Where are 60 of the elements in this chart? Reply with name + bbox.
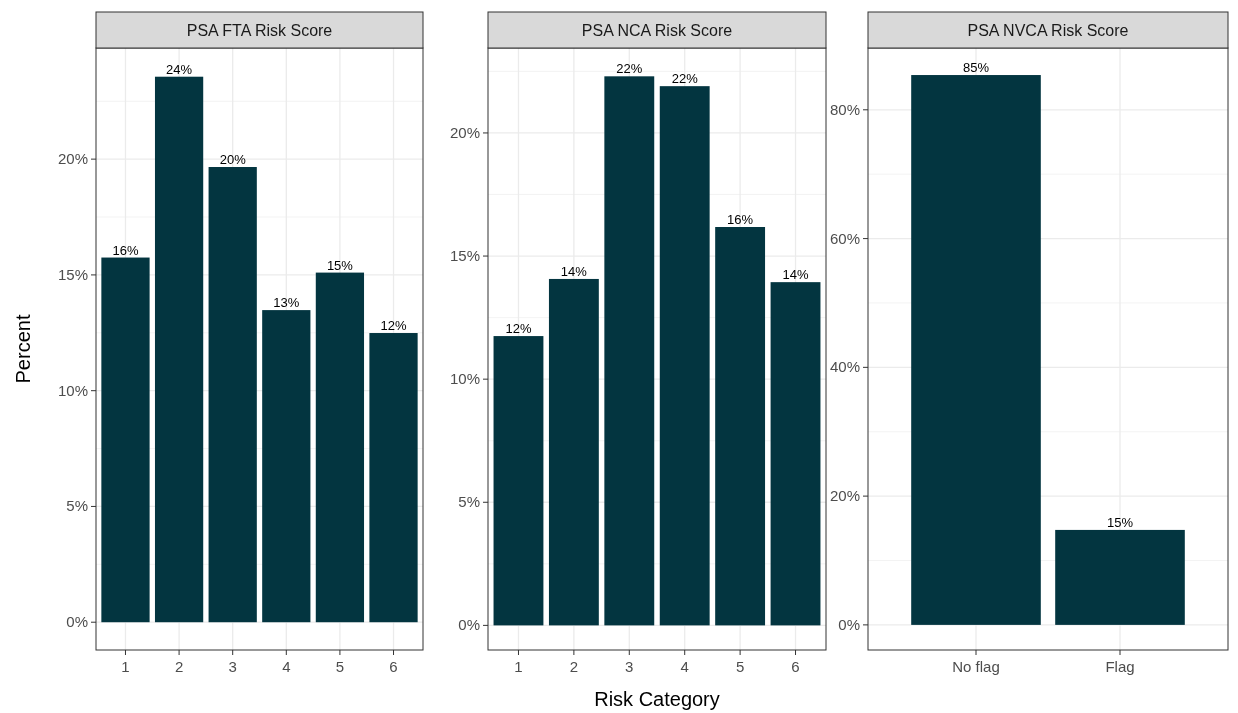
chart-title: PSA FTA Risk Score (186, 22, 333, 39)
bar (770, 282, 821, 626)
x-axis-title: Risk Category (594, 688, 720, 710)
bar (369, 333, 418, 623)
x-tick-label: 2 (569, 658, 579, 675)
bar (315, 272, 365, 623)
x-tick-label: 4 (282, 658, 291, 675)
bar (101, 257, 150, 623)
y-tick-label: 40% (829, 358, 860, 376)
bar (548, 278, 599, 626)
bar (154, 76, 204, 623)
x-tick-label: 5 (735, 658, 745, 675)
x-tick-label: 4 (680, 658, 689, 675)
x-tick-label: 6 (389, 658, 398, 675)
data-label: 15% (326, 257, 354, 273)
bar (659, 86, 710, 626)
y-tick-label: 5% (66, 497, 88, 515)
y-tick-label: 5% (458, 493, 480, 511)
y-tick-label: 80% (829, 100, 860, 118)
data-label: 15% (1106, 514, 1134, 530)
bar (715, 227, 766, 626)
data-label: 12% (505, 321, 532, 337)
data-label: 22% (671, 71, 699, 87)
data-label: 24% (166, 61, 193, 77)
data-label: 85% (962, 60, 990, 76)
x-tick-label: Flag (1105, 658, 1135, 675)
x-tick-label: 5 (335, 658, 345, 675)
data-label: 16% (727, 212, 754, 227)
data-label: 14% (560, 263, 588, 279)
data-label: 20% (219, 152, 247, 168)
y-tick-label: 10% (449, 370, 480, 388)
y-tick-label: 15% (57, 265, 88, 283)
bar (493, 336, 544, 626)
y-tick-label: 20% (449, 123, 480, 141)
y-axis-title: Percent (12, 314, 34, 384)
data-label: 16% (112, 242, 139, 258)
x-tick-label: 2 (174, 658, 184, 675)
data-label: 22% (616, 61, 643, 77)
x-tick-label: 1 (514, 658, 523, 675)
x-tick-label: 1 (121, 658, 130, 675)
x-tick-label: 3 (228, 658, 237, 675)
data-label: 13% (273, 295, 300, 311)
chart-title: PSA NCA Risk Score (581, 22, 733, 39)
x-tick-label: 3 (625, 658, 634, 675)
data-label: 12% (380, 318, 407, 334)
y-tick-label: 0% (458, 616, 480, 634)
y-tick-label: 0% (66, 613, 88, 631)
x-tick-label: 6 (791, 658, 800, 675)
chart-title: PSA NVCA Risk Score (967, 22, 1129, 39)
y-tick-label: 60% (829, 229, 860, 247)
bar (208, 167, 257, 623)
y-tick-label: 10% (57, 381, 88, 399)
y-tick-label: 15% (449, 247, 480, 265)
y-tick-label: 0% (838, 615, 860, 633)
x-tick-label: No flag (952, 658, 1000, 675)
bar (604, 76, 655, 626)
y-tick-label: 20% (829, 487, 860, 505)
y-tick-label: 20% (57, 150, 88, 168)
data-label: 14% (782, 267, 809, 283)
bar (262, 310, 311, 623)
